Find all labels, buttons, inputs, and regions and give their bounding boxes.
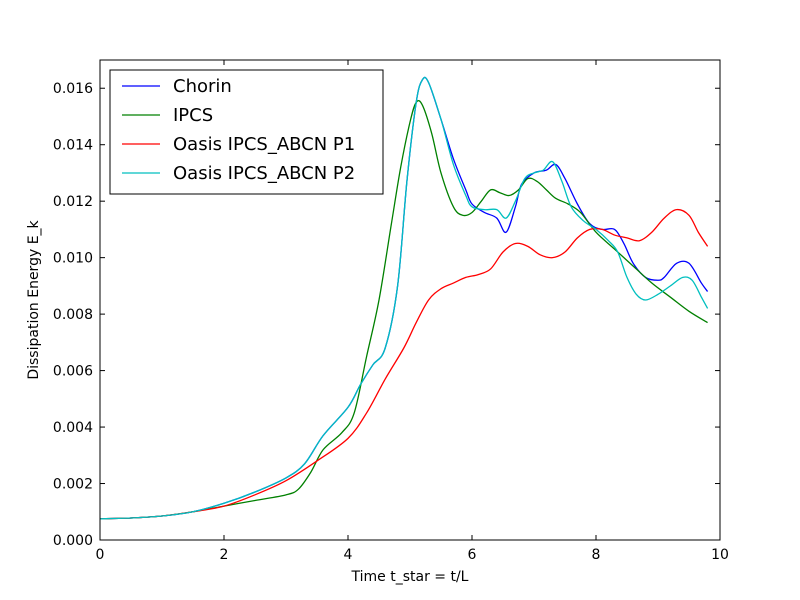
x-tick-label: 4: [344, 547, 353, 563]
y-tick-label: 0.010: [53, 251, 93, 267]
y-tick-label: 0.006: [53, 364, 93, 380]
legend-entry-label: Oasis IPCS_ABCN P1: [173, 134, 355, 155]
series-line-3: [99, 208, 709, 520]
plot-frame: [99, 59, 721, 541]
x-tick-label: 10: [711, 547, 729, 563]
series-line-2: [99, 99, 708, 520]
y-tick-label: 0.000: [53, 533, 93, 549]
legend: Chorin IPCS Oasis IPCS_ABCN P1 Oasis IPCS_A…: [109, 69, 384, 195]
legend-entry-label: Oasis IPCS_ABCN P2: [173, 163, 355, 184]
y-tick-label: 0.012: [53, 194, 93, 210]
series-layer: [99, 76, 709, 520]
legend-entry-label: IPCS: [173, 105, 213, 126]
y-tick-label: 0.016: [53, 81, 93, 97]
y-tick-label: 0.014: [53, 138, 93, 154]
y-tick-label: 0.008: [53, 307, 93, 323]
x-tick-label: 0: [96, 547, 105, 563]
x-tick-label: 2: [220, 547, 229, 563]
y-axis-label: Dissipation Energy E_k: [26, 219, 42, 379]
x-tick-label: 8: [592, 547, 601, 563]
legend-entry-label: Chorin: [173, 76, 232, 97]
y-tick-label: 0.004: [53, 420, 93, 436]
ticks-layer: 0 2 4 6 8 10 0.000 0.002 0.004 0.006 0.008 0.010 0.0…: [53, 60, 729, 563]
series-line-4: [99, 76, 709, 520]
x-tick-label: 6: [468, 547, 477, 563]
y-tick-label: 0.002: [53, 477, 93, 493]
x-axis-label: Time t_star = t/L: [351, 569, 469, 585]
